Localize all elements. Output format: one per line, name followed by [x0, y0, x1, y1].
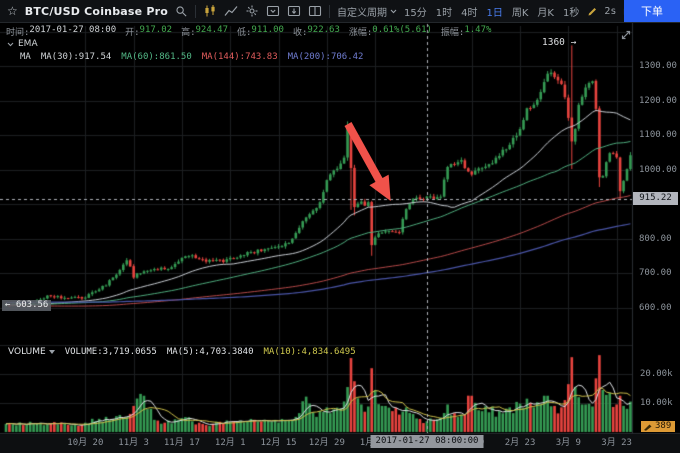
info-segment: 时间: 2017-01-27 08:00 [6, 25, 116, 38]
timeframe-1日[interactable]: 1日 [486, 7, 503, 19]
info-value: 924.47 [195, 25, 228, 35]
ema-indicator-legend[interactable]: EMA [7, 39, 38, 49]
timeframe-1秒[interactable]: 1秒 [562, 7, 580, 19]
pen-icon [644, 424, 652, 431]
toolbar-separator [194, 4, 196, 18]
timeframe-4时[interactable]: 4时 [461, 7, 478, 19]
info-value: 911.00 [251, 25, 284, 35]
ma-indicator-legend: MA MA(30):917.54 MA(60):861.50 MA(144):743… [20, 52, 363, 62]
ma-legend-title: MA [20, 52, 31, 62]
info-segment: 开: 917.02 [125, 25, 172, 38]
timeframe-buttons: 15分 1时 4时 1日 周K 月K 1秒 [404, 4, 597, 19]
panel-export-icon[interactable] [287, 4, 301, 18]
volume-legend-item: MA(5):4,703.3840 [166, 347, 254, 357]
timeframe-月K[interactable]: 月K [537, 7, 554, 19]
spike-price-annotation: 1360 → [542, 37, 577, 48]
info-label: 开: [125, 28, 140, 38]
volume-indicator-legend: VOLUME VOLUME:3,719.0655 MA(5):4,703.3840… [8, 347, 356, 357]
info-value: 917.02 [139, 25, 173, 35]
info-value: 1.47% [464, 25, 492, 35]
ma-legend-values: MA(30):917.54 MA(60):861.50 MA(144):743.83… [41, 52, 364, 62]
left-edge-price-label: ← 603.56 [2, 300, 52, 311]
ema-legend-title: EMA [18, 39, 38, 49]
crosshair-date-badge: 2017-01-27 08:00:00 [370, 435, 484, 448]
bottom-right-badge[interactable]: 389 [641, 421, 676, 432]
favorite-star-icon[interactable]: ☆ [7, 4, 18, 18]
volume-legend-title[interactable]: VOLUME [8, 347, 55, 357]
info-segment: 高: 924.47 [181, 25, 228, 38]
ma-legend-item: MA(144):743.83 [201, 52, 278, 62]
timeframe-1时[interactable]: 1时 [435, 7, 453, 19]
info-segment: 低: 911.00 [237, 25, 284, 38]
info-label: 低: [237, 28, 252, 38]
time-axis-background[interactable] [0, 434, 680, 453]
volume-legend-values: VOLUME:3,719.0655 MA(5):4,703.3840 MA(10):… [65, 347, 356, 357]
ma-legend-item: MA(30):917.54 [40, 52, 112, 62]
info-segment: 振幅: 1.47% [441, 25, 492, 38]
chevron-down-icon [390, 9, 397, 13]
info-value: 0.61%(5.61) [372, 25, 432, 35]
toolbar-separator [328, 4, 330, 18]
info-segment: 涨幅: 0.61%(5.61) [349, 25, 432, 38]
layout-grid-icon[interactable] [308, 4, 322, 18]
line-chart-icon[interactable] [224, 4, 238, 18]
expand-pane-icon[interactable] [620, 26, 632, 45]
chevron-down-icon [7, 42, 14, 46]
place-order-button[interactable]: 下单 [624, 0, 680, 22]
info-label: 时间: [6, 28, 30, 38]
info-label: 高: [181, 28, 196, 38]
custom-period-label: 自定义周期 [336, 7, 387, 19]
chevron-down-icon [48, 350, 55, 354]
bar-countdown: 2s [604, 5, 617, 17]
panel-chevron-icon[interactable] [266, 4, 280, 18]
info-label: 振幅: [440, 28, 465, 38]
symbol-title[interactable]: BTC/USD Coinbase Pro [24, 4, 168, 18]
custom-period-dropdown[interactable]: 自定义周期 [337, 4, 397, 19]
info-label: 收: [292, 28, 308, 38]
top-toolbar: ☆ BTC/USD Coinbase Pro 自定义周期 15分 1时 4时 1日 周K [0, 0, 680, 23]
ohlc-info-bar: 时间: 2017-01-27 08:00 开: 917.02 高: 924.47 低: 911… [6, 25, 491, 38]
info-segment: 收: 922.63 [293, 25, 340, 38]
info-value: 2017-01-27 08:00 [29, 25, 117, 35]
timeframe-15分[interactable]: 15分 [403, 7, 427, 19]
edit-pencil-icon[interactable] [588, 7, 597, 16]
crosshair-price-badge: 915.22 [633, 192, 678, 205]
volume-legend-item: VOLUME:3,719.0655 [64, 347, 157, 357]
timeframe-周K[interactable]: 周K [511, 7, 529, 19]
volume-legend-item: MA(10):4,834.6495 [263, 347, 356, 357]
info-label: 涨幅: [348, 28, 373, 38]
ma-legend-item: MA(60):861.50 [121, 52, 192, 62]
settings-gear-icon[interactable] [245, 4, 259, 18]
info-value: 922.63 [307, 25, 340, 35]
ma-legend-item: MA(200):706.42 [287, 52, 364, 62]
search-icon[interactable] [175, 5, 188, 18]
candlestick-chart-type-icon[interactable] [203, 4, 217, 18]
